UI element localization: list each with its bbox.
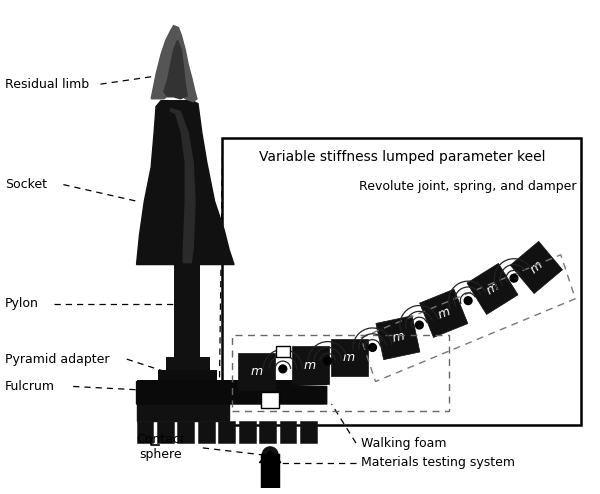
Polygon shape	[238, 353, 275, 390]
Circle shape	[415, 321, 423, 329]
Text: Walking foam: Walking foam	[361, 437, 446, 450]
Circle shape	[368, 343, 376, 351]
Circle shape	[464, 297, 472, 304]
Circle shape	[262, 447, 278, 462]
Polygon shape	[137, 381, 327, 404]
Bar	[137, 379, 327, 384]
Polygon shape	[137, 101, 234, 265]
Text: $m$: $m$	[250, 366, 263, 378]
Text: $m$: $m$	[435, 305, 452, 322]
Polygon shape	[151, 26, 197, 102]
Text: Variable stiffness lumped parameter keel: Variable stiffness lumped parameter keel	[259, 150, 545, 165]
Bar	[178, 420, 194, 443]
Polygon shape	[137, 381, 229, 420]
Text: Pyramid adapter: Pyramid adapter	[5, 353, 109, 366]
Bar	[157, 420, 173, 443]
Text: $m$: $m$	[390, 330, 406, 345]
Bar	[262, 392, 279, 408]
Text: Contact
sphere: Contact sphere	[137, 433, 185, 461]
Bar	[259, 420, 276, 443]
FancyArrow shape	[259, 451, 281, 484]
Polygon shape	[170, 109, 195, 263]
Circle shape	[510, 274, 518, 282]
Circle shape	[324, 357, 332, 365]
Polygon shape	[331, 339, 368, 376]
Polygon shape	[467, 263, 518, 315]
Bar	[158, 370, 217, 381]
Text: $m$: $m$	[527, 258, 545, 277]
Bar	[239, 420, 256, 443]
Polygon shape	[376, 316, 420, 360]
Bar	[280, 420, 296, 443]
Text: Pylon: Pylon	[5, 297, 39, 310]
Circle shape	[279, 365, 287, 373]
Bar	[137, 420, 153, 443]
Text: Materials testing system: Materials testing system	[361, 456, 515, 469]
Polygon shape	[419, 289, 468, 337]
Text: Revolute joint, spring, and damper: Revolute joint, spring, and damper	[359, 180, 577, 193]
Polygon shape	[292, 346, 329, 383]
Bar	[223, 138, 581, 425]
Text: Residual limb: Residual limb	[5, 78, 89, 90]
Bar	[166, 357, 209, 372]
Text: Socket: Socket	[5, 178, 47, 191]
Text: $m$: $m$	[304, 359, 317, 371]
Bar	[218, 420, 235, 443]
Polygon shape	[510, 242, 562, 293]
Text: Fulcrum: Fulcrum	[5, 380, 55, 393]
Text: $m$: $m$	[343, 351, 356, 364]
Bar	[301, 420, 317, 443]
Bar	[173, 265, 200, 357]
Text: $m$: $m$	[484, 280, 502, 298]
Polygon shape	[164, 40, 187, 99]
Bar	[276, 345, 290, 357]
Bar	[232, 335, 449, 411]
Bar	[198, 420, 215, 443]
